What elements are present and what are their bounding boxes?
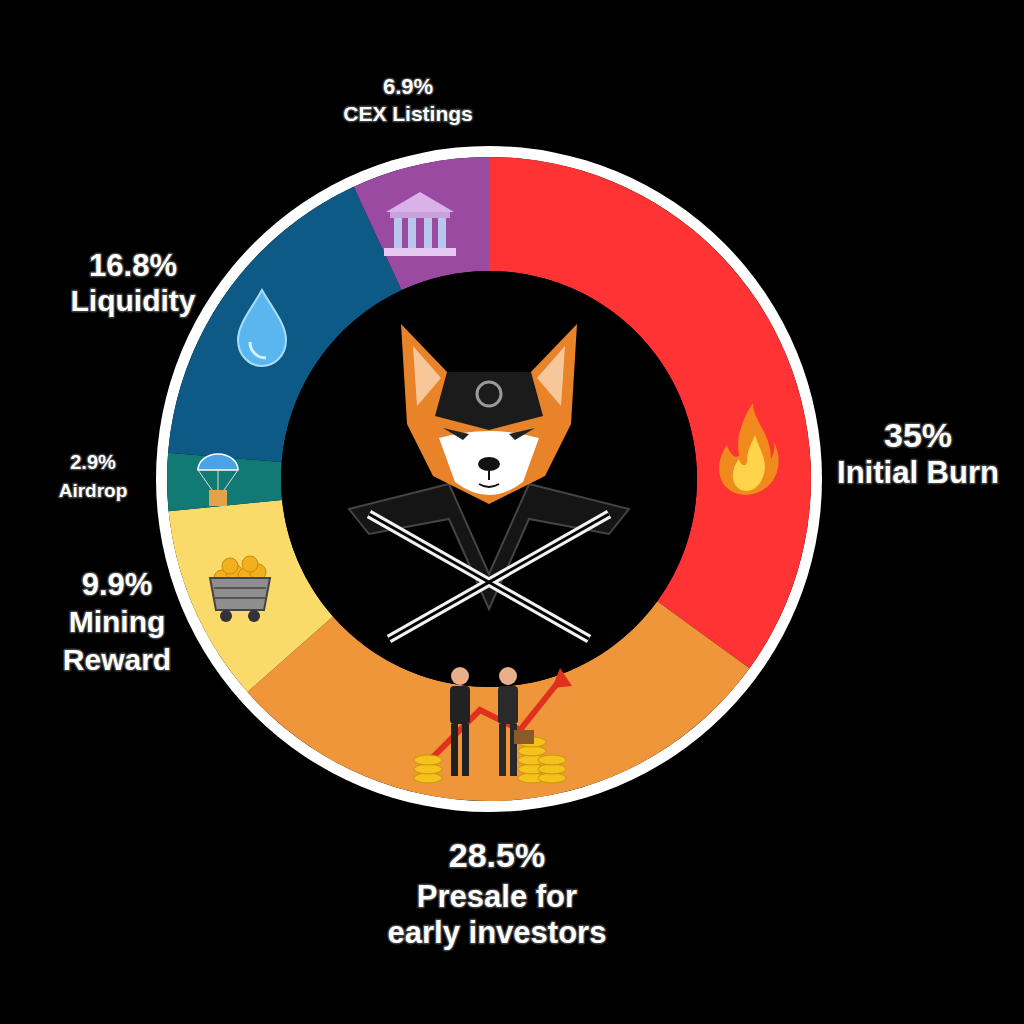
coin <box>538 755 566 765</box>
slice <box>167 453 282 512</box>
slice <box>354 157 489 290</box>
parachute-box <box>209 490 227 506</box>
outer-ring <box>156 146 822 812</box>
slices <box>167 157 811 801</box>
briefcase <box>514 730 534 744</box>
dog-mouth <box>479 471 499 487</box>
value-label: 9.9% <box>82 567 153 602</box>
parachute-lines <box>198 470 238 490</box>
dog-eye <box>443 428 469 440</box>
cart-body <box>210 578 270 610</box>
dog-ear-inner <box>537 346 565 406</box>
investor-head <box>451 667 469 685</box>
category-label: CEX Listings <box>343 102 473 125</box>
trend-arrow-head <box>552 668 572 688</box>
investor <box>498 667 518 776</box>
bank-roof <box>386 192 454 212</box>
parachute-icon <box>198 454 238 506</box>
flame-outer <box>719 403 779 495</box>
bank-column <box>408 218 416 248</box>
flame-icon <box>719 403 779 495</box>
trend-arrow <box>430 680 560 760</box>
bank-column <box>424 218 432 248</box>
category-label: Initial Burn <box>837 455 999 490</box>
category-label: Airdrop <box>59 480 128 501</box>
investor-body <box>498 686 518 724</box>
donut-center <box>156 146 822 812</box>
logo <box>349 324 629 639</box>
background <box>0 0 1024 1024</box>
category-label-line: Mining <box>69 605 166 638</box>
cart-icon <box>210 556 270 622</box>
flame-inner <box>733 435 765 491</box>
cart-wheel <box>220 610 232 622</box>
dog-nose <box>478 457 500 471</box>
helmet-lens <box>477 382 501 406</box>
category-label: Presale forearly investors <box>388 879 607 950</box>
value-label: 6.9% <box>383 74 433 99</box>
investor-leg <box>499 724 506 776</box>
gold-nugget <box>242 556 258 572</box>
ring-backing <box>167 157 811 801</box>
investor-head <box>499 667 517 685</box>
category-label-line: Liquidity <box>71 284 196 317</box>
dog-muzzle <box>439 431 539 495</box>
bank-column <box>394 218 402 248</box>
gold-nugget <box>222 558 238 574</box>
value-label: 16.8% <box>89 248 177 283</box>
donut-hole <box>281 271 697 687</box>
dog-head <box>401 324 577 504</box>
value-label: 35% <box>884 416 952 454</box>
investors-icon <box>414 667 572 783</box>
category-label-line: Presale for <box>417 879 577 914</box>
bank-icon <box>384 192 456 256</box>
labels: 35%Initial Burn 28.5% Presale forearly inv… <box>59 74 999 950</box>
parachute-canopy <box>198 454 238 470</box>
investor-body <box>450 686 470 724</box>
coin <box>414 755 442 765</box>
bank-column <box>438 218 446 248</box>
bank-base <box>384 248 456 256</box>
icons <box>198 192 779 783</box>
category-label-line: CEX Listings <box>343 102 473 125</box>
investor-leg <box>451 724 458 776</box>
category-label: Mining Reward <box>63 605 171 676</box>
bank-beam <box>390 212 450 218</box>
dog-ear-inner <box>413 346 441 406</box>
dog-helmet <box>435 372 543 430</box>
category-label-line: Airdrop <box>59 480 128 501</box>
dog-eye <box>509 428 535 440</box>
cart-wheel <box>248 610 260 622</box>
investor <box>450 667 470 776</box>
logo-x <box>369 514 609 639</box>
category-label-line: early investors <box>388 915 607 950</box>
category-label-line: Reward <box>63 643 171 676</box>
drop-icon <box>238 290 286 366</box>
chart-svg: 35%Initial Burn 28.5% Presale forearly inv… <box>0 0 1024 1024</box>
category-label-line: Initial Burn <box>837 455 999 490</box>
drop-shine <box>250 342 266 358</box>
value-label: 2.9% <box>70 451 116 473</box>
value-label: 28.5% <box>449 836 545 874</box>
cart-ribs <box>214 588 266 598</box>
investor-leg <box>462 724 469 776</box>
category-label: Liquidity <box>71 284 196 317</box>
chart-root: 35%Initial Burn 28.5% Presale forearly inv… <box>0 0 1024 1024</box>
logo-x-inner <box>369 514 609 639</box>
drop-body <box>238 290 286 366</box>
